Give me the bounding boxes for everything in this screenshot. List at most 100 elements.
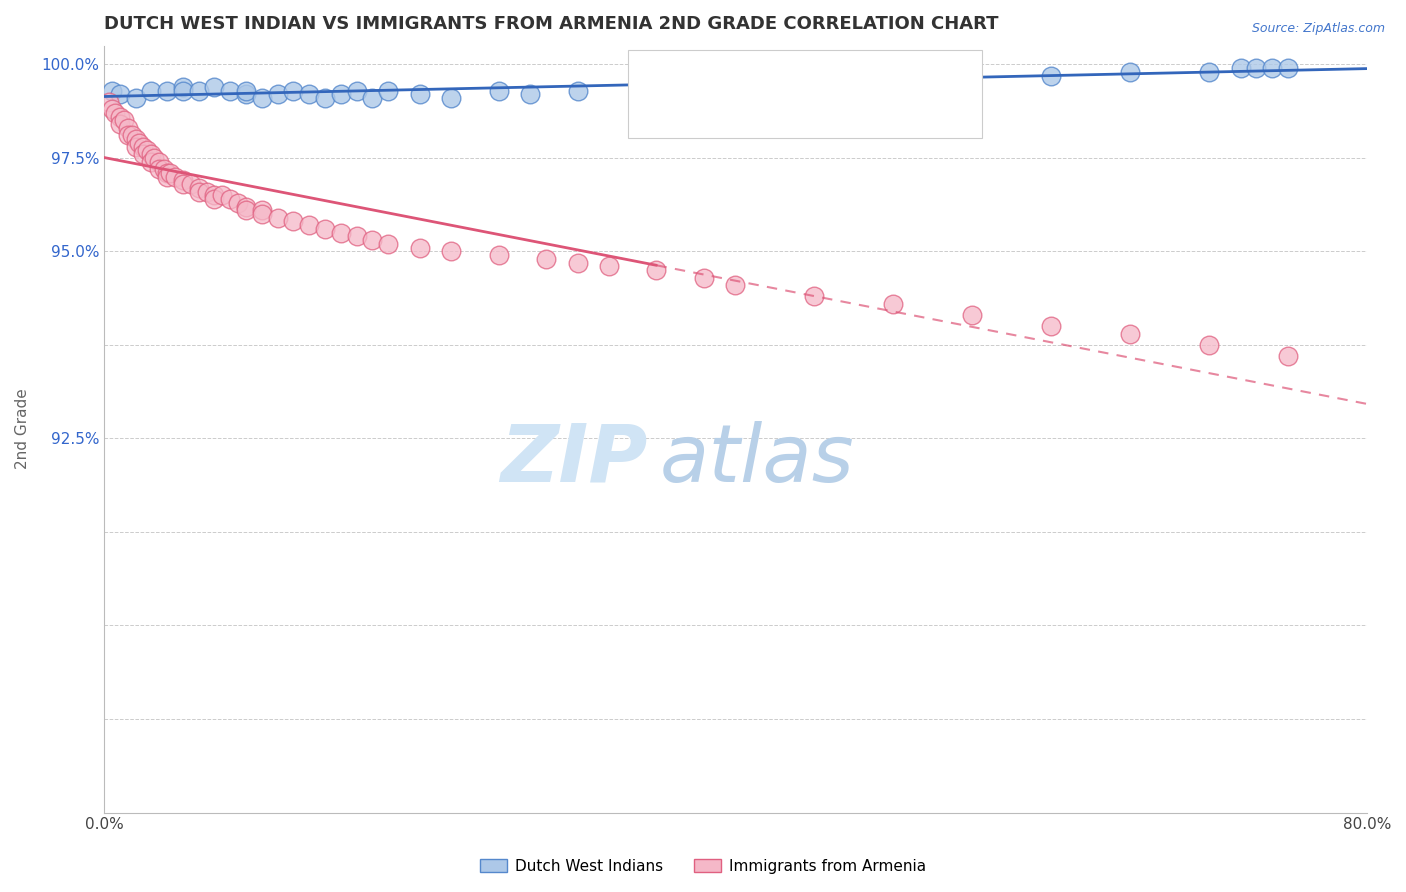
Point — [1229, 61, 1251, 75]
Point — [141, 154, 163, 169]
Point — [156, 166, 179, 180]
Point — [519, 87, 541, 102]
Point — [219, 192, 242, 206]
Legend: Dutch West Indians, Immigrants from Armenia: Dutch West Indians, Immigrants from Arme… — [474, 853, 932, 880]
Point — [488, 84, 510, 98]
Point — [1198, 65, 1220, 79]
Point — [117, 128, 139, 143]
Point — [1277, 61, 1299, 75]
Point — [266, 211, 288, 225]
Point — [377, 84, 399, 98]
Point — [298, 87, 321, 102]
Point — [124, 132, 146, 146]
Point — [114, 113, 136, 128]
FancyBboxPatch shape — [628, 49, 981, 137]
Point — [488, 248, 510, 262]
Point — [1198, 338, 1220, 352]
Point — [377, 236, 399, 251]
Point — [187, 185, 209, 199]
Point — [148, 162, 170, 177]
Point — [204, 192, 226, 206]
Point — [803, 289, 825, 303]
Point — [121, 128, 143, 143]
Point — [440, 244, 463, 259]
Point — [101, 102, 124, 116]
Point — [329, 87, 352, 102]
Point — [724, 76, 747, 90]
Point — [204, 188, 226, 202]
Point — [235, 200, 257, 214]
Point — [314, 91, 336, 105]
Point — [108, 117, 131, 131]
Legend: R =  0.563   N = 38, R = -0.096   N = 64: R = 0.563 N = 38, R = -0.096 N = 64 — [745, 54, 973, 121]
Point — [266, 87, 288, 102]
Point — [408, 87, 430, 102]
Point — [163, 169, 186, 184]
Text: ZIP: ZIP — [499, 421, 647, 499]
Point — [882, 72, 904, 87]
Point — [1246, 61, 1268, 75]
Text: Source: ZipAtlas.com: Source: ZipAtlas.com — [1251, 22, 1385, 36]
Point — [598, 260, 620, 274]
Point — [104, 106, 127, 120]
Point — [204, 79, 226, 94]
Point — [180, 177, 202, 191]
Point — [187, 84, 209, 98]
Point — [156, 169, 179, 184]
Point — [283, 214, 305, 228]
Point — [1261, 61, 1284, 75]
Point — [153, 162, 176, 177]
Point — [346, 229, 368, 244]
Point — [108, 110, 131, 124]
Point — [172, 173, 194, 187]
Point — [250, 91, 273, 105]
Point — [132, 139, 155, 153]
Point — [645, 79, 668, 94]
Point — [346, 84, 368, 98]
Point — [1119, 65, 1142, 79]
Point — [226, 195, 249, 210]
Point — [361, 91, 384, 105]
Point — [219, 84, 242, 98]
Point — [882, 297, 904, 311]
Point — [172, 177, 194, 191]
Point — [159, 166, 181, 180]
Point — [235, 84, 257, 98]
Text: atlas: atlas — [659, 421, 855, 499]
Point — [141, 84, 163, 98]
Point — [724, 278, 747, 293]
Y-axis label: 2nd Grade: 2nd Grade — [15, 389, 30, 469]
Point — [211, 188, 233, 202]
Point — [361, 233, 384, 247]
Point — [329, 226, 352, 240]
Text: DUTCH WEST INDIAN VS IMMIGRANTS FROM ARMENIA 2ND GRADE CORRELATION CHART: DUTCH WEST INDIAN VS IMMIGRANTS FROM ARM… — [104, 15, 998, 33]
Point — [803, 76, 825, 90]
Point — [408, 241, 430, 255]
Point — [108, 87, 131, 102]
Point — [645, 263, 668, 277]
Point — [298, 218, 321, 232]
Point — [143, 151, 166, 165]
Point — [235, 87, 257, 102]
Point — [567, 84, 589, 98]
Point — [250, 203, 273, 218]
Point — [534, 252, 557, 266]
Point — [97, 95, 120, 109]
Point — [693, 270, 716, 285]
Point — [172, 79, 194, 94]
Point — [124, 139, 146, 153]
Point — [135, 144, 157, 158]
Point — [124, 91, 146, 105]
Point — [141, 147, 163, 161]
Point — [314, 222, 336, 236]
Point — [148, 154, 170, 169]
Point — [187, 181, 209, 195]
Point — [1040, 319, 1063, 334]
Point — [128, 136, 150, 150]
Point — [156, 84, 179, 98]
Point — [195, 185, 218, 199]
Point — [132, 147, 155, 161]
Point — [440, 91, 463, 105]
Point — [960, 308, 983, 322]
Point — [1040, 69, 1063, 83]
